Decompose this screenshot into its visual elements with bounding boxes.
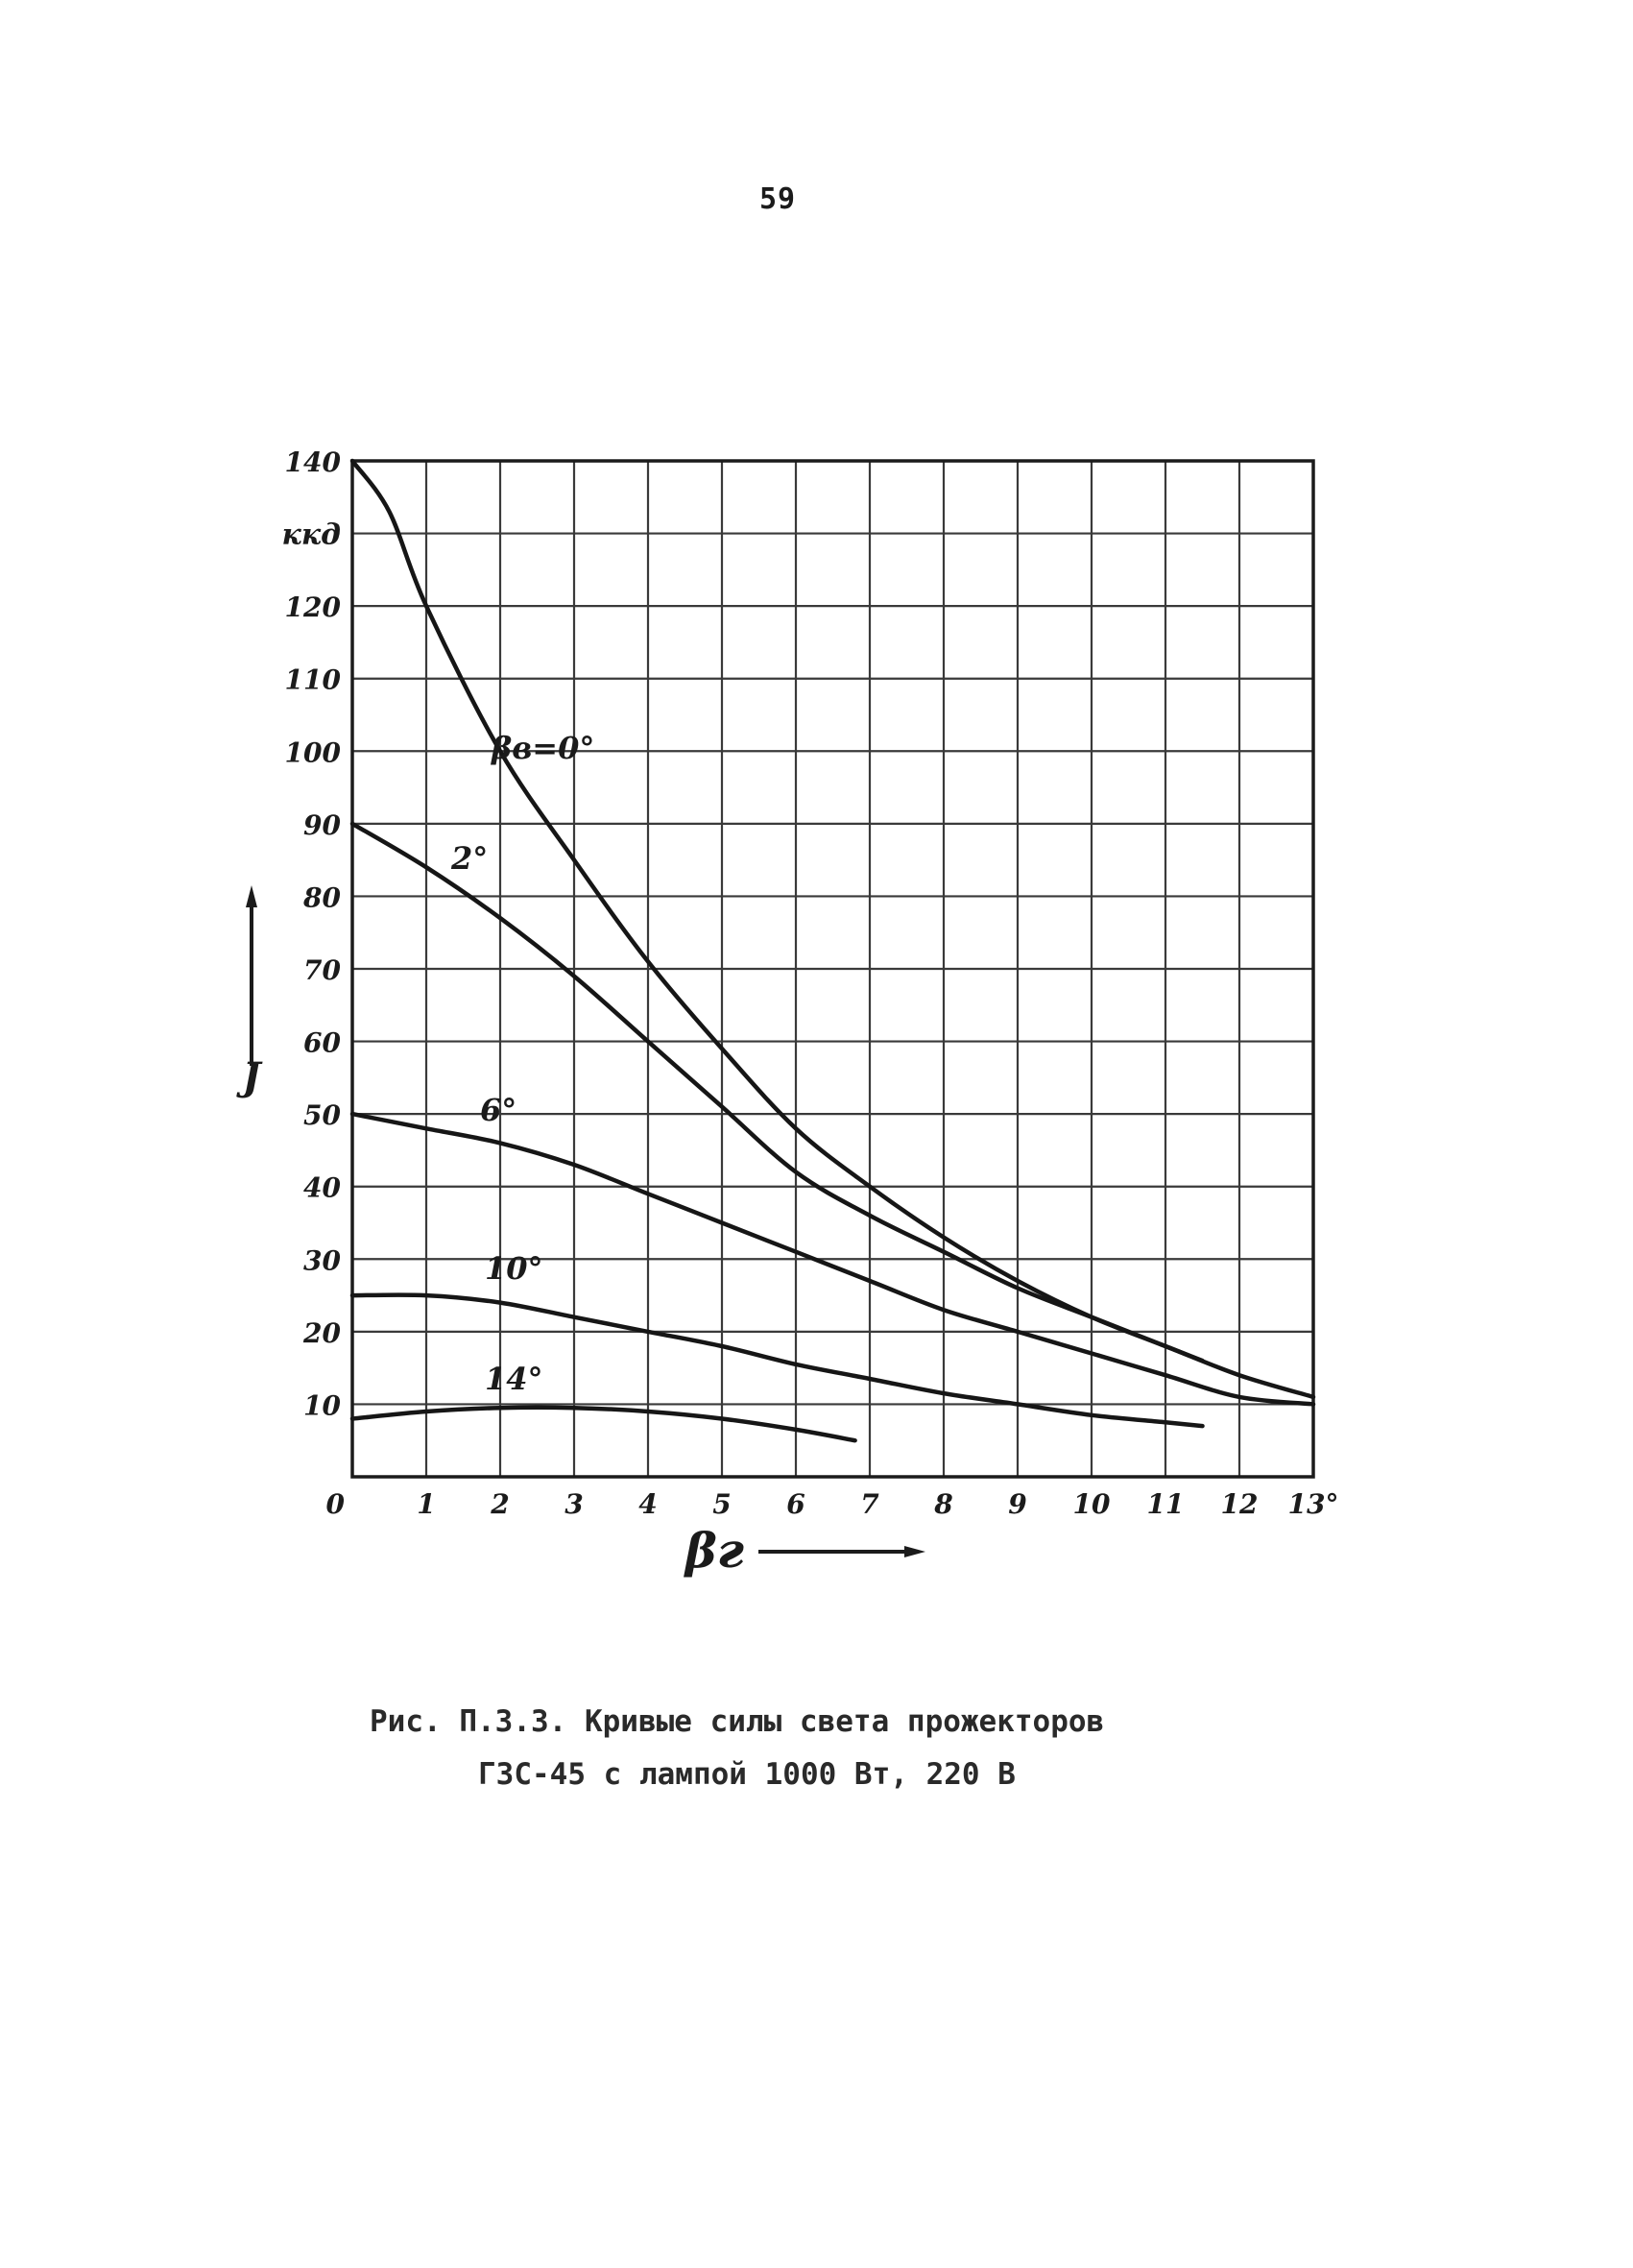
x-tick-labels: 0 1 2 3 4 5 6 7 8 9 10 11 12 13° <box>326 1488 1339 1520</box>
x-tick-label: 13° <box>1288 1488 1339 1520</box>
series-label-1: 2° <box>450 840 488 877</box>
x-tick-label: 3 <box>564 1488 583 1520</box>
plot-border <box>350 459 1315 1479</box>
y-tick-label: 30 <box>303 1244 341 1276</box>
x-tick-label: 1 <box>417 1488 435 1520</box>
series-line-3 <box>349 1292 1205 1429</box>
x-tick-label: 8 <box>933 1488 952 1520</box>
y-tick-label: 80 <box>302 881 341 913</box>
x-axis-arrow-head <box>904 1546 925 1557</box>
x-tick-label: 10 <box>1073 1488 1111 1520</box>
chart-frame <box>350 459 1315 1479</box>
x-tick-label: 4 <box>638 1488 657 1520</box>
y-tick-label: 60 <box>303 1027 341 1059</box>
x-tick-label: 2 <box>490 1488 509 1520</box>
series-label-4: 14° <box>485 1361 543 1397</box>
series-label-0: βв=0° <box>491 730 594 766</box>
series-label-3: 10° <box>485 1250 543 1287</box>
y-tick-label: 10 <box>303 1389 341 1421</box>
x-tick-label: 11 <box>1147 1488 1185 1520</box>
y-tick-label: 50 <box>303 1099 341 1131</box>
axis-arrows <box>246 885 925 1557</box>
series-line-2 <box>349 1111 1316 1407</box>
series-line-4 <box>349 1405 857 1443</box>
y-tick-label: 40 <box>303 1172 341 1204</box>
page-number: 59 <box>758 182 797 216</box>
y-tick-label: 140 <box>285 446 342 478</box>
series-line-0 <box>349 458 1205 1363</box>
x-tick-label: 5 <box>712 1488 731 1520</box>
y-tick-labels: 10 20 30 40 50 60 70 80 90 100 110 120 140 <box>285 446 342 1421</box>
y-tick-label: 90 <box>303 809 341 841</box>
x-tick-label: 6 <box>786 1488 804 1520</box>
chart-curves <box>349 458 1316 1443</box>
y-axis-arrow-head <box>246 885 257 907</box>
chart-grid <box>352 461 1313 1477</box>
y-axis-unit: ккд <box>282 519 341 552</box>
y-tick-label: 20 <box>302 1317 341 1349</box>
series-label-2: 6° <box>480 1092 516 1128</box>
y-tick-label: 100 <box>285 736 342 768</box>
x-tick-label: 0 <box>326 1488 346 1520</box>
figure-caption-line-2: ГЗС-45 с лампой 1000 Вт, 220 В <box>478 1757 1016 1792</box>
y-tick-label: 70 <box>303 954 341 986</box>
y-tick-label: 110 <box>285 664 342 696</box>
y-tick-label: 120 <box>285 591 342 623</box>
x-tick-label: 7 <box>860 1488 879 1520</box>
x-axis-title: βг <box>684 1522 744 1579</box>
x-tick-label: 9 <box>1008 1488 1026 1520</box>
x-tick-label: 12 <box>1221 1488 1259 1520</box>
figure-caption-line-1: Рис. П.3.3. Кривые силы света прожекторо… <box>370 1704 1105 1739</box>
series-line-1 <box>349 821 1316 1400</box>
